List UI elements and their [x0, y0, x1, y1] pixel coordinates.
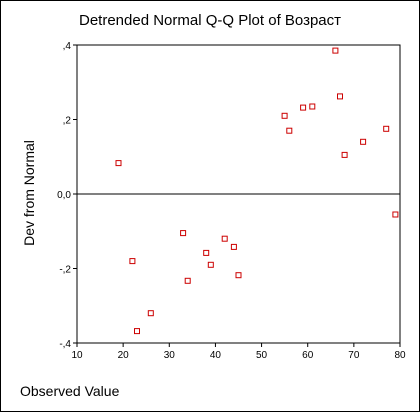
x-tick-label: 80 — [394, 350, 406, 361]
x-axis-label: Observed Value — [20, 383, 120, 399]
y-tick-label: ,4 — [63, 41, 72, 52]
data-point — [392, 211, 399, 218]
y-tick-label: 0,0 — [57, 190, 71, 201]
data-point — [309, 103, 316, 110]
x-tick-label: 40 — [210, 350, 222, 361]
data-point — [337, 93, 343, 100]
x-tick-label: 50 — [256, 350, 268, 361]
x-tick-label: 70 — [348, 350, 360, 361]
data-point — [360, 138, 367, 145]
y-tick-label: -,2 — [59, 265, 71, 276]
data-point — [129, 258, 136, 265]
data-point — [286, 127, 293, 134]
data-point — [203, 249, 210, 256]
data-point — [180, 230, 187, 237]
data-point — [230, 243, 237, 250]
data-point — [300, 104, 307, 111]
data-point — [332, 47, 339, 54]
data-point — [341, 151, 348, 158]
y-tick-label: ,2 — [63, 116, 72, 127]
y-tick-label: -,4 — [59, 339, 71, 350]
data-point — [134, 328, 140, 335]
data-point — [383, 125, 390, 132]
data-point — [184, 277, 191, 284]
data-point — [235, 272, 242, 279]
x-tick-label: 10 — [71, 350, 83, 361]
x-tick-label: 60 — [302, 350, 314, 361]
data-point — [115, 160, 122, 167]
data-point — [221, 235, 228, 242]
data-point — [147, 310, 154, 317]
x-tick-label: 20 — [118, 350, 130, 361]
data-point — [281, 112, 288, 119]
x-tick-label: 30 — [164, 350, 176, 361]
data-point — [207, 261, 214, 268]
chart-title: Detrended Normal Q-Q Plot of Возраст — [78, 12, 342, 29]
